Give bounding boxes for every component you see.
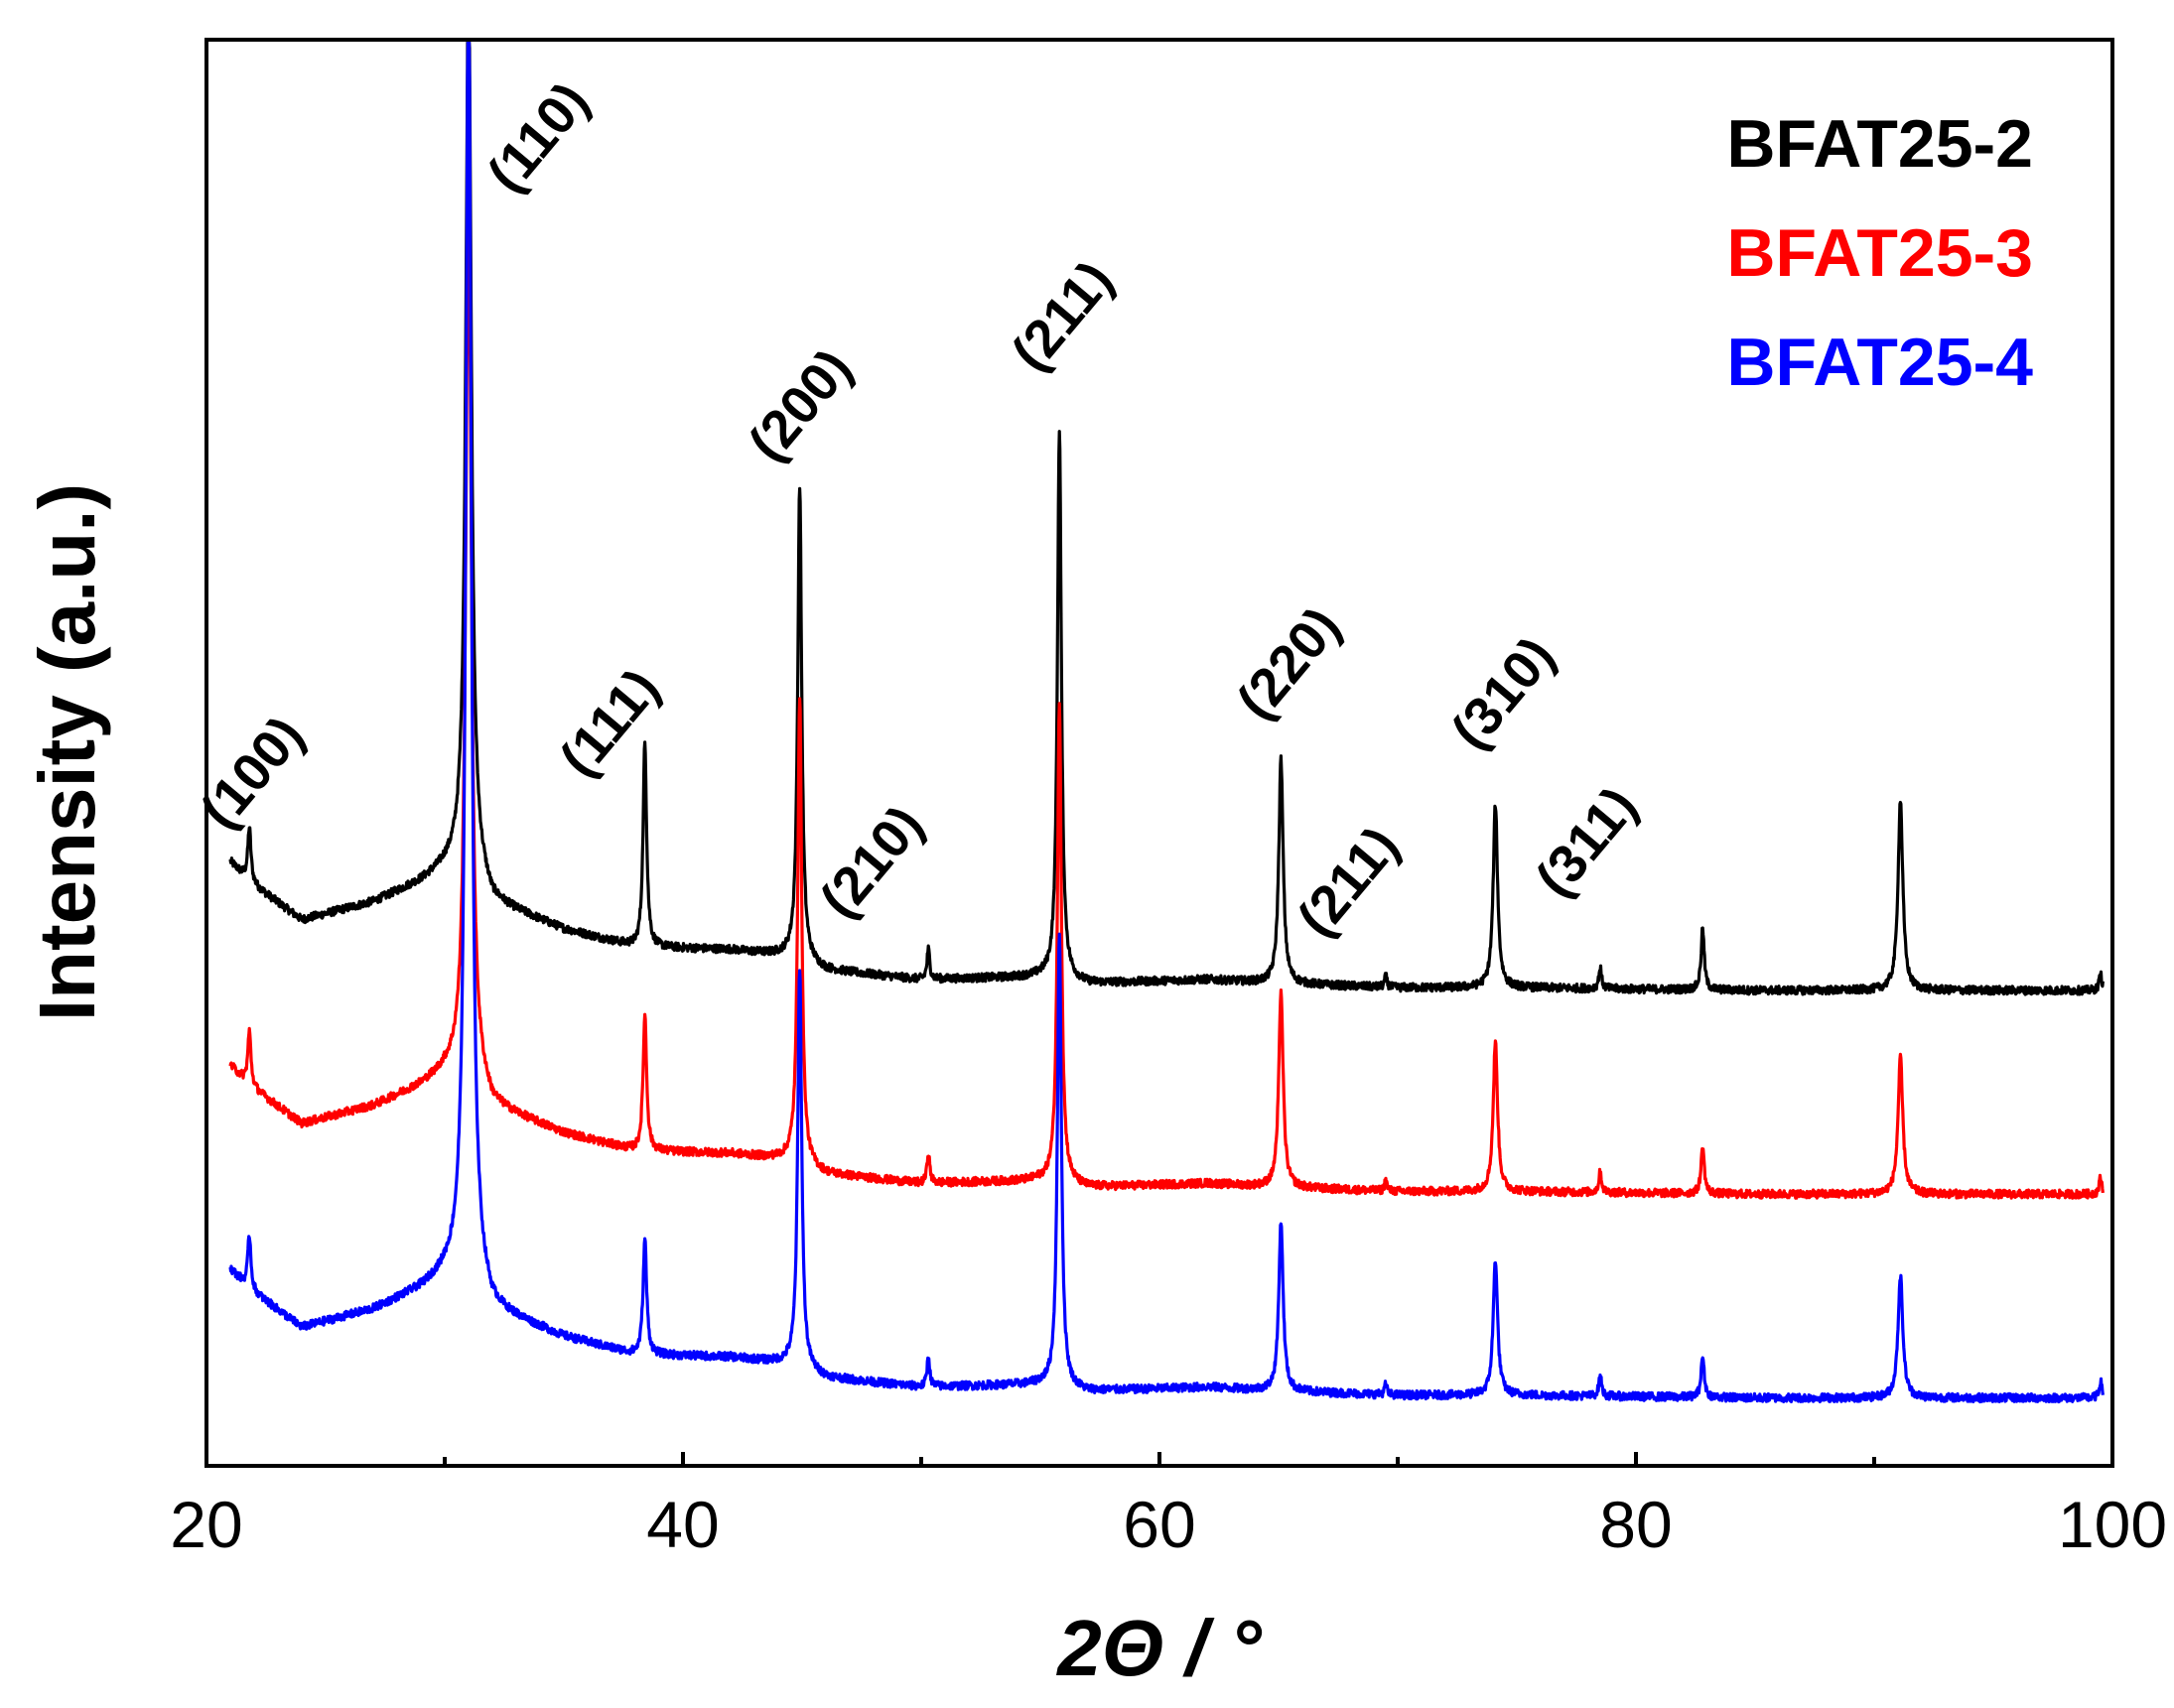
x-axis-title: 2Θ / ° (1055, 1604, 1262, 1692)
series-line-bfat25-2 (228, 38, 2105, 996)
x-tick-label: 20 (170, 1488, 242, 1561)
x-tick-label: 80 (1599, 1488, 1672, 1561)
series-line-bfat25-4 (228, 38, 2105, 1404)
legend-entry-bfat25-2: BFAT25-2 (1726, 106, 2033, 182)
x-tick-label: 40 (646, 1488, 719, 1561)
x-tick-label: 100 (2058, 1488, 2167, 1561)
legend-entry-bfat25-3: BFAT25-3 (1726, 215, 2033, 291)
x-axis: 20 40 60 80 100 (170, 1452, 2167, 1561)
legend: BFAT25-2 BFAT25-3 BFAT25-4 (1726, 106, 2033, 400)
series-line-bfat25-3 (228, 184, 2105, 1200)
y-axis-title: Intensity (a.u.) (23, 483, 111, 1021)
x-tick-label: 60 (1123, 1488, 1195, 1561)
series-layer (228, 38, 2105, 1404)
legend-entry-bfat25-4: BFAT25-4 (1726, 325, 2033, 400)
